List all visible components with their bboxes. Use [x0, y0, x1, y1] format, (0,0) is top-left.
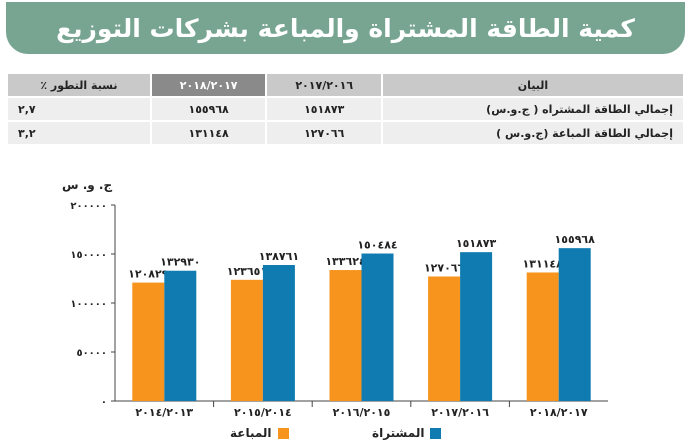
bar-purchased: [262, 265, 295, 401]
table-cell: ٢,٧: [6, 96, 152, 122]
bar-purchased: [361, 253, 394, 401]
bar-purchased: [558, 248, 591, 401]
data-label-purchased: ١٥٠٤٨٤: [357, 239, 397, 252]
bar-purchased: [164, 270, 197, 401]
legend-label-sold: المباعة: [230, 426, 272, 440]
data-label-purchased: ١٣٨٧٦١: [259, 250, 299, 263]
legend-item-sold: المباعة: [230, 426, 289, 440]
table-cell: ٣,٢: [6, 120, 152, 146]
data-label-sold: ١٣١١٤٨: [523, 257, 564, 270]
bar-sold: [132, 282, 165, 401]
table-cell: إجمالي الطاقة المشتراه ( ج.و.س): [381, 96, 685, 122]
legend-swatch-purchased: [430, 427, 442, 439]
y-tick-label: ٢٠٠٠٠٠: [70, 201, 107, 212]
table-header-year-2018: ٢٠١٨/٢٠١٧: [149, 72, 268, 98]
table-cell: ١٥١٨٧٣: [265, 96, 383, 122]
x-category-label: ٢٠١٧/٢٠١٦: [431, 406, 489, 419]
y-tick-label: ٠: [101, 397, 107, 408]
bar-purchased: [460, 252, 493, 401]
legend-swatch-sold: [277, 427, 289, 439]
page-title: كمية الطاقة المشتراة والمباعة بشركات الت…: [6, 2, 685, 54]
x-category-label: ٢٠١٨/٢٠١٧: [530, 406, 588, 419]
summary-table: البيان ٢٠١٧/٢٠١٦ ٢٠١٨/٢٠١٧ نسبة التطور ٪…: [6, 72, 685, 146]
data-label-sold: ١٣٣٦٢٤: [325, 255, 365, 268]
table-row: إجمالي الطاقة المشتراه ( ج.و.س) ١٥١٨٧٣ ١…: [6, 96, 685, 122]
bar-sold: [230, 279, 263, 401]
table-cell: إجمالي الطاقة المباعة (ج.و.س ): [381, 120, 685, 146]
legend-label-purchased: المشتراة: [372, 426, 425, 440]
data-label-purchased: ١٥١٨٧٣: [456, 237, 497, 250]
x-category-label: ٢٠١٦/٢٠١٥: [333, 406, 391, 419]
table-header-growth: نسبة التطور ٪: [6, 72, 152, 98]
table-header-year-2017: ٢٠١٧/٢٠١٦: [265, 72, 383, 98]
table-header-item: البيان: [381, 72, 685, 98]
table-cell: ١٥٥٩٦٨: [149, 96, 268, 122]
bar-sold: [526, 272, 559, 401]
legend-item-purchased: المشتراة: [372, 426, 442, 440]
bar-sold: [428, 276, 461, 401]
data-label-sold: ١٢٣٦٥١: [227, 265, 267, 278]
y-tick-label: ١٥٠٠٠٠: [70, 250, 107, 261]
data-label-purchased: ١٥٥٩٦٨: [555, 233, 596, 246]
table-cell: ١٢٧٠٦٦: [265, 120, 383, 146]
y-tick-label: ٥٠٠٠٠: [76, 348, 107, 359]
data-label-purchased: ١٣٢٩٣٠: [160, 256, 200, 269]
y-tick-label: ١٠٠٠٠٠: [70, 299, 107, 310]
data-label-sold: ١٢٧٠٦٦: [424, 261, 465, 274]
y-axis-unit-label: ج. و. س: [62, 178, 113, 192]
x-category-label: ٢٠١٤/٢٠١٣: [135, 406, 193, 419]
table-row: إجمالي الطاقة المباعة (ج.و.س ) ١٢٧٠٦٦ ١٣…: [6, 120, 685, 146]
x-category-label: ٢٠١٥/٢٠١٤: [234, 406, 292, 419]
data-label-sold: ١٢٠٨٢٩: [128, 268, 169, 281]
table-header-row: البيان ٢٠١٧/٢٠١٦ ٢٠١٨/٢٠١٧ نسبة التطور ٪: [6, 72, 685, 98]
table-cell: ١٣١١٤٨: [149, 120, 268, 146]
bar-sold: [329, 270, 362, 401]
